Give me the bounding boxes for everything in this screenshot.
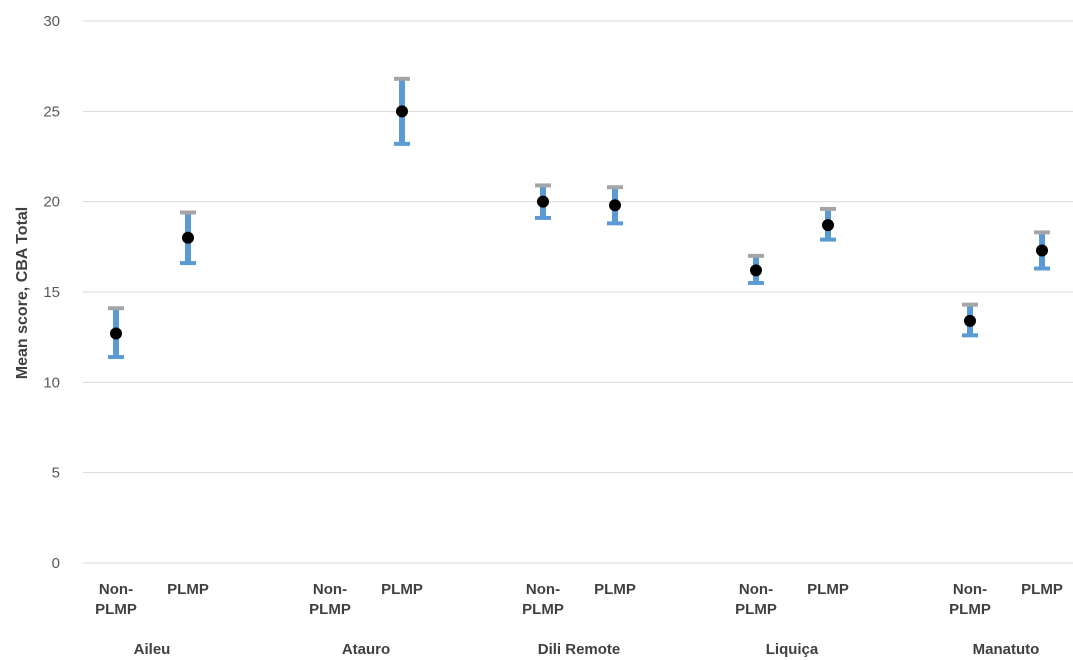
- group-label: Dili Remote: [538, 641, 621, 658]
- x-axis-labels: Aileu Non- PLMP PLMP Atauro Non- PLMP PLMP Dili …: [95, 581, 1063, 658]
- y-tick-label: 0: [52, 555, 60, 572]
- y-tick-label: 5: [52, 465, 60, 482]
- y-axis-title: Mean score, CBA Total: [14, 207, 31, 379]
- y-tick-label: 15: [43, 284, 60, 301]
- category-label: PLMP: [381, 581, 423, 598]
- y-tick-label: 25: [43, 103, 60, 120]
- mean-marker: [822, 219, 834, 232]
- grid-lines: [83, 20, 1073, 564]
- mean-marker: [537, 195, 549, 208]
- mean-marker: [609, 199, 621, 212]
- group-label: Liquiça: [766, 641, 819, 658]
- category-label: Non-: [953, 581, 987, 598]
- mean-marker: [964, 314, 976, 327]
- category-label: Non-: [99, 581, 133, 598]
- category-label: PLMP: [735, 601, 777, 618]
- category-label: PLMP: [167, 581, 209, 598]
- category-label: PLMP: [522, 601, 564, 618]
- category-label: PLMP: [807, 581, 849, 598]
- y-axis-tick-labels: 0 5 10 15 20 25 30: [43, 13, 60, 572]
- group-label: Atauro: [342, 641, 390, 658]
- mean-marker: [396, 105, 408, 118]
- mean-marker: [110, 327, 122, 340]
- group-label: Aileu: [134, 641, 171, 658]
- y-tick-label: 10: [43, 374, 60, 391]
- category-label: PLMP: [309, 601, 351, 618]
- category-label: PLMP: [95, 601, 137, 618]
- category-label: PLMP: [949, 601, 991, 618]
- category-label: PLMP: [594, 581, 636, 598]
- mean-marker: [1036, 244, 1048, 257]
- category-label: Non-: [739, 581, 773, 598]
- category-label: Non-: [313, 581, 347, 598]
- y-tick-label: 30: [43, 13, 60, 30]
- mean-marker: [182, 231, 194, 244]
- error-bars: [108, 76, 1050, 360]
- mean-marker: [750, 264, 762, 277]
- category-label: PLMP: [1021, 581, 1063, 598]
- y-tick-label: 20: [43, 194, 60, 211]
- group-label: Manatuto: [973, 641, 1040, 658]
- category-label: Non-: [526, 581, 560, 598]
